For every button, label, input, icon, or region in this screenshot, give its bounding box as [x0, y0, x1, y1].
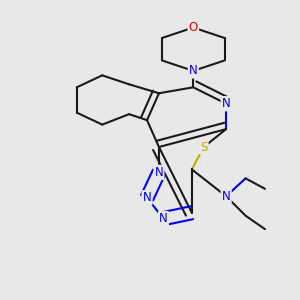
- Text: N: N: [159, 212, 168, 225]
- Text: N: N: [222, 97, 230, 110]
- Text: N: N: [142, 191, 152, 204]
- Text: N: N: [154, 166, 163, 179]
- Text: S: S: [200, 140, 207, 154]
- Text: O: O: [189, 21, 198, 34]
- Text: N: N: [189, 64, 198, 77]
- Text: N: N: [222, 190, 230, 203]
